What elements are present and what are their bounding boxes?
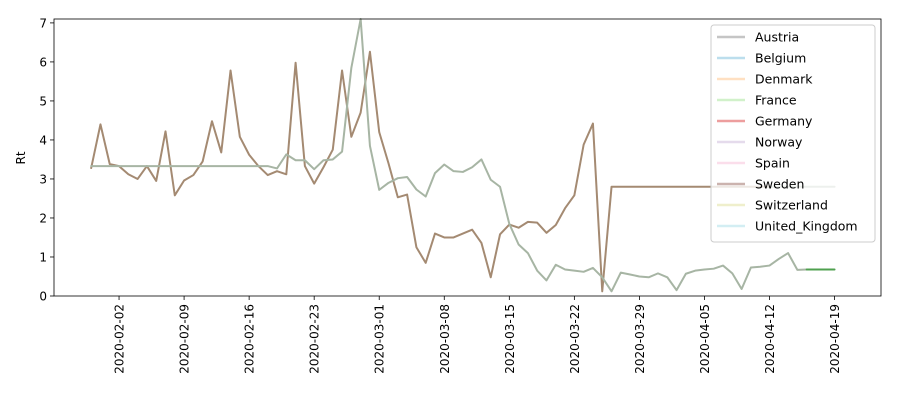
legend-entry-label: Austria <box>755 30 799 45</box>
legend: Austria Belgium Denmark France Germany Norway… <box>710 24 876 243</box>
legend-entry-label: France <box>755 93 797 108</box>
y-tick-label: 3 <box>39 172 47 186</box>
y-axis: 0 1 2 3 4 5 6 7 <box>39 16 54 304</box>
x-tick-label: 2020-02-16 <box>243 304 257 374</box>
x-tick-label: 2020-03-01 <box>373 304 387 374</box>
x-tick-label: 2020-03-22 <box>568 304 582 374</box>
x-tick-label: 2020-03-29 <box>633 304 647 374</box>
y-tick-label: 2 <box>39 211 47 225</box>
legend-entry-label: United_Kingdom <box>755 219 858 234</box>
legend-entry-label: Spain <box>755 156 790 171</box>
y-tick-label: 4 <box>39 133 47 147</box>
x-tick-label: 2020-04-19 <box>828 304 842 374</box>
x-tick-label: 2020-04-12 <box>763 304 777 374</box>
legend-entry-label: Denmark <box>755 72 813 87</box>
plot-frame <box>53 18 882 297</box>
x-tick-label: 2020-02-23 <box>308 304 322 374</box>
series-line-france <box>90 18 808 293</box>
y-tick-label: 5 <box>39 94 47 108</box>
legend-entry-label: Switzerland <box>755 198 828 213</box>
x-axis: 2020-02-02 2020-02-09 2020-02-16 2020-02-23… <box>113 296 842 374</box>
y-tick-label: 1 <box>39 250 47 264</box>
y-tick-label: 0 <box>39 290 47 304</box>
legend-entry-label: Belgium <box>755 51 806 66</box>
legend-entry-label: Norway <box>755 135 803 150</box>
y-axis-label: Rt <box>14 151 28 164</box>
y-tick-label: 7 <box>39 16 47 30</box>
legend-entry-label: Germany <box>755 114 813 129</box>
y-tick-label: 6 <box>39 55 47 69</box>
x-tick-label: 2020-03-15 <box>503 304 517 374</box>
legend-box <box>710 24 876 243</box>
series-line-sweden <box>90 50 771 293</box>
x-tick-label: 2020-04-05 <box>698 304 712 374</box>
x-tick-label: 2020-02-09 <box>178 304 192 374</box>
x-tick-label: 2020-03-08 <box>438 304 452 374</box>
x-tick-label: 2020-02-02 <box>113 304 127 374</box>
legend-entry-label: Sweden <box>755 177 804 192</box>
